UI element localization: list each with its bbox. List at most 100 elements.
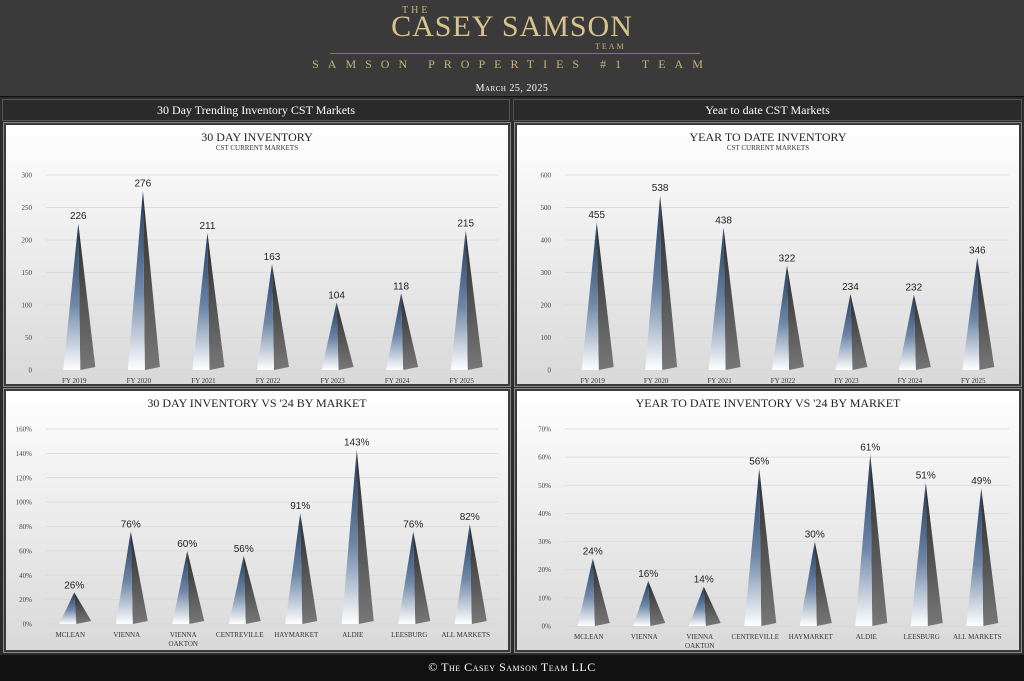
x-tick-label: FY 2021 (707, 377, 732, 384)
y-tick-label: 300 (541, 269, 552, 277)
x-tick-label: VIENNA OAKTON (685, 633, 714, 650)
data-label: 56% (234, 544, 254, 555)
data-label: 438 (715, 216, 732, 227)
bar-shadow (401, 293, 419, 370)
bar (341, 449, 374, 624)
bar-shadow (207, 232, 225, 370)
bar-shadow (723, 227, 741, 370)
bar-face (835, 293, 853, 370)
bar (708, 227, 741, 370)
bar-shadow (142, 190, 160, 370)
x-tick-label: FY 2021 (191, 377, 216, 384)
bar-shadow (913, 294, 931, 370)
data-label: 49% (971, 476, 991, 487)
y-tick-label: 160% (16, 426, 33, 434)
y-tick-label: 50% (538, 482, 551, 490)
logo-team: TEAM (595, 42, 626, 51)
bar-shadow (870, 454, 888, 626)
bar-shadow (130, 531, 148, 624)
bar-face (799, 541, 817, 626)
bar-face (192, 232, 210, 370)
x-tick-label: CENTREVILLE (732, 633, 779, 641)
x-tick-label: VIENNA OAKTON (169, 631, 198, 648)
y-tick-label: 50 (25, 334, 33, 342)
bar (581, 222, 614, 370)
chart-panel-30day-vs-24: 30 DAY INVENTORY VS '24 BY MARKET 0% 20% 40… (3, 388, 511, 653)
bar (454, 524, 487, 624)
bar-face (645, 195, 663, 370)
bar (228, 555, 261, 624)
bar (398, 531, 431, 624)
data-label: 76% (403, 519, 423, 530)
logo-main: CASEY SAMSON (391, 10, 633, 43)
bar (63, 223, 96, 370)
bar (835, 293, 868, 370)
bar-face (450, 230, 468, 370)
bar-face (257, 264, 274, 370)
bar-face (386, 293, 404, 370)
y-tick-label: 500 (541, 204, 552, 212)
data-label: 91% (290, 501, 310, 512)
bar-face (63, 223, 81, 370)
x-tick-label: HAYMARKET (274, 631, 319, 639)
bar (257, 264, 289, 370)
bar-shadow (356, 449, 374, 624)
chart-title: YEAR TO DATE INVENTORY VS '24 BY MARKET (636, 396, 901, 410)
bar-face (581, 222, 599, 370)
bar-shadow (74, 592, 92, 624)
bar (285, 513, 318, 624)
logo-the: THE (402, 5, 431, 16)
x-tick-label: FY 2024 (898, 377, 923, 384)
y-tick-label: 400 (541, 237, 552, 245)
bar-face (577, 558, 595, 626)
x-tick-label: LEESBURG (391, 631, 427, 639)
chart-ytd-vs-24: YEAR TO DATE INVENTORY VS '24 BY MARKET 0… (538, 396, 1009, 650)
x-tick-label: FY 2023 (320, 377, 345, 384)
data-label: 118 (393, 281, 409, 292)
bar (115, 531, 148, 624)
x-tick-label: ALL MARKETS (441, 631, 490, 639)
bar-face (855, 454, 873, 626)
bar-face (898, 294, 916, 370)
x-tick-label: FY 2023 (834, 377, 859, 384)
x-tick-label: MCLEAN (55, 631, 85, 639)
bar-shadow (596, 222, 614, 370)
y-tick-label: 0 (29, 367, 33, 375)
x-tick-label: HAYMARKET (789, 633, 834, 641)
bar (633, 580, 666, 626)
y-tick-label: 0 (548, 367, 552, 375)
bar-face (966, 488, 984, 626)
y-tick-label: 20% (538, 566, 551, 574)
bar (645, 195, 678, 370)
bar-shadow (648, 580, 666, 626)
logo-divider (330, 53, 700, 54)
bar (321, 302, 354, 370)
data-label: 322 (779, 253, 796, 264)
data-label: 232 (906, 283, 923, 294)
data-label: 346 (969, 246, 986, 257)
bar-face (708, 227, 726, 370)
data-label: 143% (344, 438, 370, 449)
data-label: 30% (805, 530, 825, 541)
y-tick-label: 40% (538, 510, 551, 518)
bar-face (285, 513, 303, 624)
bar-shadow (925, 482, 943, 626)
y-tick-label: 0% (542, 623, 552, 631)
y-tick-label: 200 (22, 237, 33, 245)
bar-face (127, 190, 145, 370)
y-tick-label: 250 (22, 204, 33, 212)
y-tick-label: 150 (22, 269, 33, 277)
bar (744, 468, 777, 626)
chart-title: 30 DAY INVENTORY VS '24 BY MARKET (147, 396, 367, 410)
bar (898, 294, 931, 370)
data-label: 82% (460, 512, 480, 523)
y-tick-label: 100% (16, 499, 33, 507)
x-tick-label: CENTREVILLE (216, 631, 263, 639)
y-tick-label: 120% (16, 474, 33, 482)
data-label: 24% (583, 546, 603, 557)
y-tick-label: 300 (22, 172, 33, 180)
bar-face (172, 550, 190, 624)
report-date: March 25, 2025 (475, 83, 549, 94)
bar-shadow (413, 531, 431, 624)
